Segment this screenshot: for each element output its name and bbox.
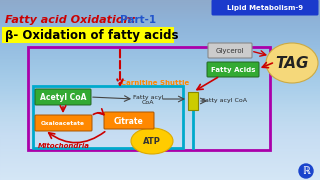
Bar [0, 28, 320, 29]
Bar [0, 80, 320, 81]
Bar [0, 120, 320, 121]
Bar [0, 16, 320, 17]
Bar [0, 131, 320, 132]
Bar [0, 174, 320, 175]
Bar [0, 50, 320, 51]
Bar [0, 61, 320, 62]
Bar [0, 93, 320, 94]
Bar [0, 171, 320, 172]
Bar [0, 54, 320, 55]
Bar [0, 63, 320, 64]
Bar [0, 126, 320, 127]
Bar [0, 169, 320, 170]
Bar [0, 89, 320, 90]
Text: Glycerol: Glycerol [216, 48, 244, 54]
Bar [0, 14, 320, 15]
Bar [0, 102, 320, 103]
Bar [0, 135, 320, 136]
Bar [0, 161, 320, 162]
Bar [0, 65, 320, 66]
Bar [0, 17, 320, 18]
Bar [0, 85, 320, 86]
Bar [0, 71, 320, 72]
FancyBboxPatch shape [207, 62, 259, 77]
Bar [0, 104, 320, 105]
Text: TAG: TAG [275, 55, 309, 71]
Bar [0, 170, 320, 171]
Bar [0, 168, 320, 169]
Bar [0, 179, 320, 180]
Bar [0, 39, 320, 40]
Bar [0, 110, 320, 111]
Bar [0, 7, 320, 8]
Bar [0, 5, 320, 6]
Bar [0, 79, 320, 80]
Text: Mitochondria: Mitochondria [38, 143, 90, 149]
Bar [0, 44, 320, 45]
Bar [0, 91, 320, 92]
Bar [0, 35, 320, 36]
Bar [0, 117, 320, 118]
Bar [0, 22, 320, 23]
Bar [0, 29, 320, 30]
Bar [0, 55, 320, 56]
Bar [0, 151, 320, 152]
Bar [0, 94, 320, 95]
Bar [0, 59, 320, 60]
Bar [0, 108, 320, 109]
Bar [0, 159, 320, 160]
Text: Lipid Metabolism-9: Lipid Metabolism-9 [227, 5, 303, 11]
Bar [0, 153, 320, 154]
Bar [0, 172, 320, 173]
Bar [0, 87, 320, 88]
Bar [0, 49, 320, 50]
Bar [0, 84, 320, 85]
Bar [0, 95, 320, 96]
Bar [0, 34, 320, 35]
Bar [0, 160, 320, 161]
Bar [0, 9, 320, 10]
Bar [0, 69, 320, 70]
Bar [0, 128, 320, 129]
Bar [0, 156, 320, 157]
Bar [0, 139, 320, 140]
Bar [0, 86, 320, 87]
Bar [0, 52, 320, 53]
Bar [0, 166, 320, 167]
Bar [0, 149, 320, 150]
Bar [0, 67, 320, 68]
Bar [0, 23, 320, 24]
Bar [0, 60, 320, 61]
Bar [0, 115, 320, 116]
Bar [0, 68, 320, 69]
Bar [0, 43, 320, 44]
Bar [0, 148, 320, 149]
Bar [0, 103, 320, 104]
Circle shape [299, 164, 313, 178]
Bar [0, 157, 320, 158]
Bar [0, 141, 320, 142]
Bar [0, 101, 320, 102]
Bar [0, 74, 320, 75]
Bar [0, 72, 320, 73]
Ellipse shape [266, 43, 318, 83]
Bar [0, 105, 320, 106]
Bar [0, 48, 320, 49]
FancyBboxPatch shape [2, 27, 174, 43]
Bar [0, 31, 320, 32]
Bar [0, 4, 320, 5]
Bar [0, 2, 320, 3]
Bar [0, 20, 320, 21]
Bar [0, 127, 320, 128]
Bar [0, 78, 320, 79]
Text: Carnitine Shuttle: Carnitine Shuttle [121, 80, 189, 86]
Bar [0, 12, 320, 13]
Bar [0, 0, 320, 1]
Bar [0, 8, 320, 9]
Bar [0, 155, 320, 156]
Bar [0, 163, 320, 164]
Bar [0, 136, 320, 137]
Bar [0, 10, 320, 11]
Bar [0, 37, 320, 38]
